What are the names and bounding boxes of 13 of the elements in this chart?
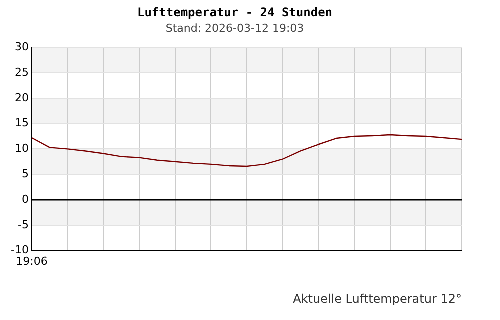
y-tick-label: -5 <box>18 218 29 232</box>
y-tick-label: 20 <box>14 91 29 104</box>
y-tick-label: 25 <box>14 66 29 79</box>
text: 19:06 <box>16 254 48 268</box>
y-tick-label: 30 <box>14 40 29 54</box>
y-tick-label: 10 <box>14 142 29 156</box>
y-tick-label: -10 <box>11 244 29 257</box>
text: Aktuelle Lufttemperatur 12° <box>293 292 462 306</box>
chart-title: Lufttemperatur - 24 Stunden <box>137 5 333 20</box>
y-tick-label: 15 <box>14 116 29 130</box>
y-tick-label: 5 <box>22 167 29 180</box>
y-tick-label: 0 <box>22 192 29 206</box>
chart-subtitle: Stand: 2026-03-12 19:03 <box>166 22 304 35</box>
